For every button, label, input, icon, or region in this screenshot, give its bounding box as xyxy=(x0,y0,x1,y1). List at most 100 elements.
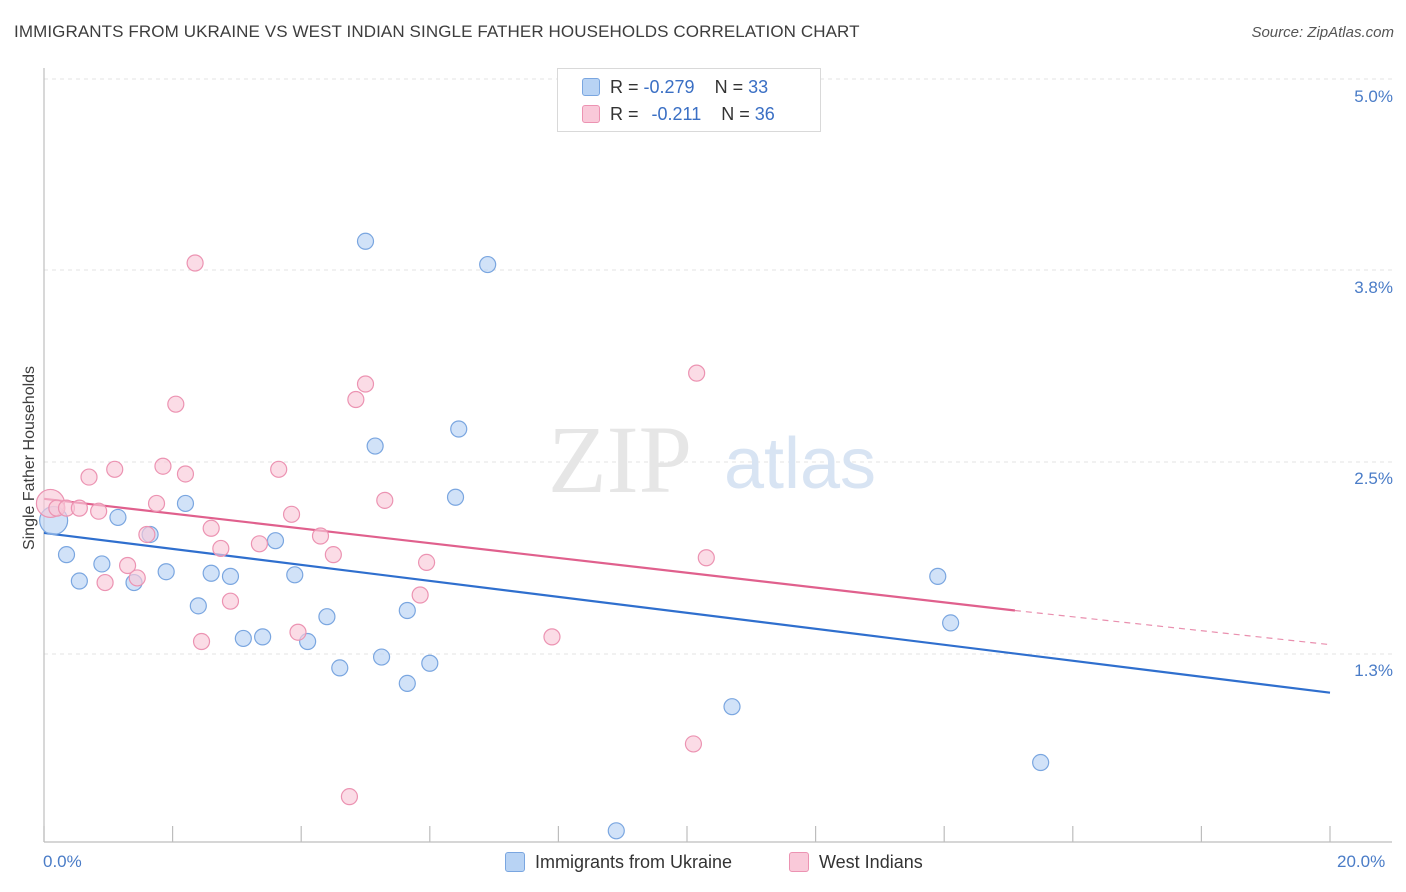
legend-n-label: N = xyxy=(714,77,749,97)
data-point-ukraine xyxy=(318,608,336,626)
data-point-west-indians xyxy=(154,457,172,475)
data-point-ukraine xyxy=(607,822,625,840)
legend-row-west-indians: R = -0.211 N = 36 xyxy=(582,104,775,125)
data-point-ukraine xyxy=(221,567,240,585)
data-point-ukraine xyxy=(929,567,947,585)
data-point-west-indians xyxy=(138,525,156,544)
legend-r-label: R = xyxy=(610,104,644,124)
data-point-west-indians xyxy=(376,491,394,509)
axes xyxy=(43,68,1392,843)
data-point-ukraine xyxy=(942,614,960,632)
legend-n-label: N = xyxy=(721,104,755,124)
data-point-ukraine xyxy=(450,420,468,438)
data-point-ukraine xyxy=(266,532,285,550)
data-point-west-indians xyxy=(697,549,715,567)
bottom-legend-swatch-ukraine xyxy=(505,852,525,872)
data-point-west-indians xyxy=(324,546,342,564)
data-point-ukraine xyxy=(176,494,195,513)
watermark-zip: ZIP xyxy=(548,406,692,513)
y-tick-label: 1.3% xyxy=(1354,661,1393,680)
data-point-west-indians xyxy=(186,254,204,272)
bottom-legend-ukraine: Immigrants from Ukraine xyxy=(505,852,732,873)
data-point-west-indians xyxy=(221,592,240,610)
data-point-ukraine xyxy=(93,555,111,573)
bottom-legend-label-ukraine: Immigrants from Ukraine xyxy=(535,852,733,872)
data-point-ukraine xyxy=(234,629,252,648)
data-point-ukraine xyxy=(421,654,439,672)
x-tick-label-max: 20.0% xyxy=(1337,852,1386,871)
data-point-west-indians xyxy=(289,623,307,641)
bottom-legend-label-west-indians: West Indians xyxy=(819,852,923,872)
trend-line-extension xyxy=(1014,609,1331,646)
data-point-west-indians xyxy=(70,499,88,517)
legend-n-value: 33 xyxy=(748,77,769,97)
data-point-ukraine xyxy=(366,437,384,455)
data-point-west-indians xyxy=(176,465,195,483)
data-point-west-indians xyxy=(80,468,98,486)
data-point-west-indians xyxy=(250,535,269,553)
data-point-west-indians xyxy=(167,395,185,413)
bottom-legend-swatch-west-indians xyxy=(789,852,809,872)
data-point-west-indians xyxy=(543,628,561,646)
data-point-west-indians xyxy=(684,735,703,753)
y-tick-label: 2.5% xyxy=(1354,469,1393,488)
data-point-ukraine xyxy=(189,597,207,615)
data-point-west-indians xyxy=(356,375,375,393)
trend-line xyxy=(43,531,1331,694)
y-tick-label: 5.0% xyxy=(1354,87,1393,106)
y-tick-label: 3.8% xyxy=(1354,278,1393,297)
watermark-atlas: atlas xyxy=(724,424,876,504)
data-point-west-indians xyxy=(411,586,429,604)
data-point-west-indians xyxy=(347,390,365,409)
legend-r-value: -0.211 xyxy=(651,104,702,124)
data-point-ukraine xyxy=(356,232,375,250)
data-point-ukraine xyxy=(372,648,391,666)
data-point-west-indians xyxy=(128,569,146,587)
data-point-ukraine xyxy=(446,488,465,506)
data-point-ukraine xyxy=(1032,753,1050,772)
data-point-west-indians xyxy=(118,556,137,575)
data-point-ukraine xyxy=(202,564,220,582)
legend-r-label: R = xyxy=(610,77,644,97)
data-point-ukraine xyxy=(70,572,88,590)
trend-lines xyxy=(43,497,1331,694)
data-point-west-indians xyxy=(147,494,166,513)
data-point-ukraine xyxy=(109,508,127,527)
legend-r-value: -0.279 xyxy=(643,77,695,97)
data-point-ukraine xyxy=(398,601,416,620)
data-point-west-indians xyxy=(417,553,436,572)
data-point-west-indians xyxy=(282,505,301,523)
legend-n-value: 36 xyxy=(754,104,775,124)
data-point-ukraine xyxy=(57,546,76,564)
data-point-west-indians xyxy=(202,519,220,537)
data-point-west-indians xyxy=(270,460,288,478)
data-point-west-indians xyxy=(688,364,706,382)
data-point-ukraine xyxy=(723,698,741,716)
trend-line xyxy=(43,497,1016,612)
data-point-ukraine xyxy=(331,659,349,677)
data-point-ukraine xyxy=(398,674,416,693)
x-tick-label-min: 0.0% xyxy=(43,852,82,871)
data-point-ukraine xyxy=(157,563,175,581)
data-point-ukraine xyxy=(286,566,304,584)
data-point-west-indians xyxy=(192,632,211,651)
data-point-west-indians xyxy=(90,502,108,520)
correlation-legend: R = -0.279 N = 33 R = -0.211 N = 36 xyxy=(557,68,821,132)
data-point-ukraine xyxy=(254,628,272,646)
data-point-west-indians xyxy=(106,460,124,478)
data-point-west-indians xyxy=(340,788,359,806)
watermark: ZIP atlas xyxy=(548,406,876,513)
data-point-ukraine xyxy=(479,255,497,274)
data-point-west-indians xyxy=(311,527,330,545)
chart-title: IMMIGRANTS FROM UKRAINE VS WEST INDIAN S… xyxy=(14,22,860,41)
grid-lines xyxy=(44,78,1392,655)
source-label: Source: ZipAtlas.com xyxy=(1251,24,1394,41)
data-point-west-indians xyxy=(96,573,114,592)
legend-swatch-west-indians xyxy=(582,105,600,123)
data-points xyxy=(35,232,1050,840)
y-axis-label: Single Father Households xyxy=(21,365,38,551)
data-point-west-indians xyxy=(212,539,230,558)
legend-swatch-ukraine xyxy=(582,78,600,96)
legend-row-ukraine: R = -0.279 N = 33 xyxy=(582,77,768,98)
